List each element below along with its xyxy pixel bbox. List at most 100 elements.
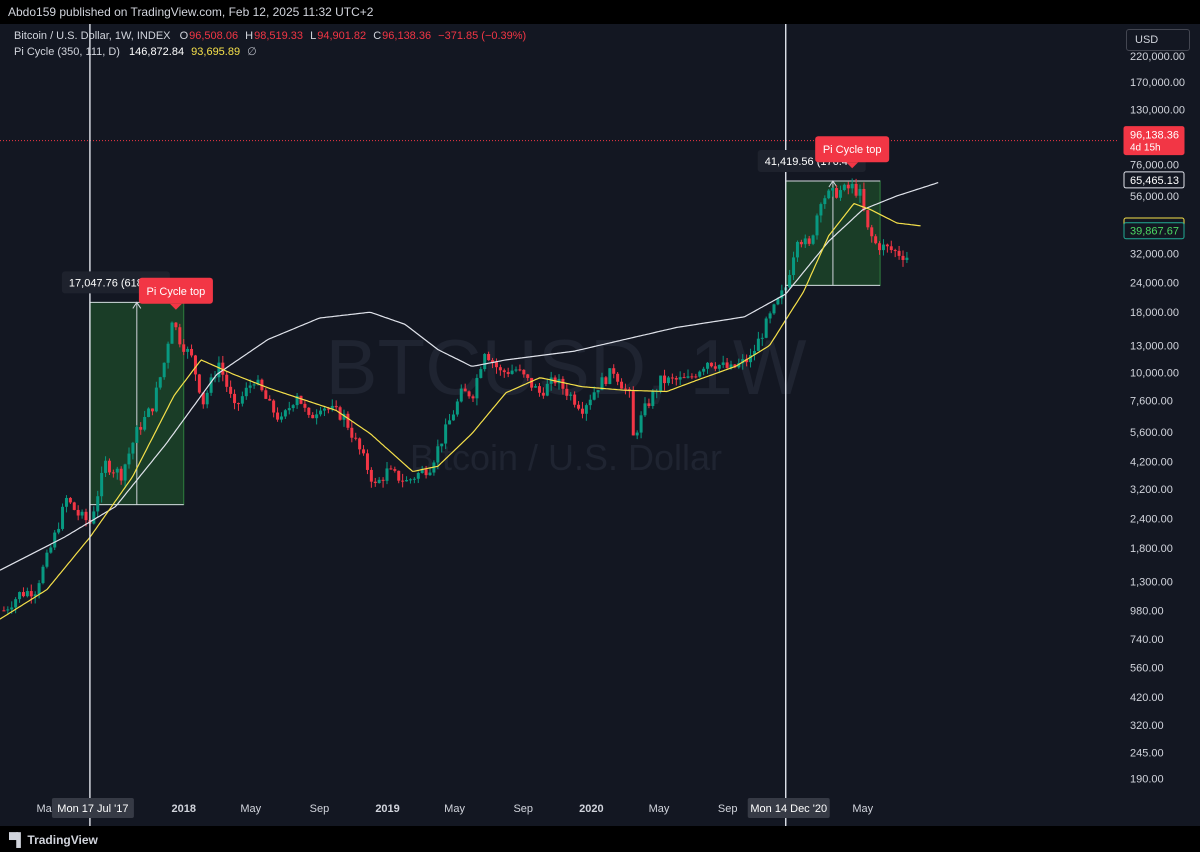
candle-body[interactable] <box>119 468 123 481</box>
candle-body[interactable] <box>420 469 424 473</box>
candle-body[interactable] <box>588 399 592 406</box>
candle-body[interactable] <box>749 355 753 363</box>
time-axis[interactable]: May 2018 May Sep 2019 May Sep 2020 May Sep MayMon … <box>37 798 874 818</box>
candle-body[interactable] <box>100 472 104 497</box>
candle-body[interactable] <box>713 366 717 369</box>
candle-body[interactable] <box>510 370 514 374</box>
candle-body[interactable] <box>139 427 143 430</box>
candle-body[interactable] <box>631 391 635 436</box>
candle-body[interactable] <box>272 400 276 413</box>
candle-body[interactable] <box>401 480 405 482</box>
candle-body[interactable] <box>831 188 835 191</box>
candle-body[interactable] <box>666 377 670 384</box>
candle-body[interactable] <box>463 388 467 392</box>
candle-body[interactable] <box>835 188 839 198</box>
candle-body[interactable] <box>811 235 815 244</box>
candle-body[interactable] <box>569 394 573 396</box>
candle-body[interactable] <box>838 190 842 198</box>
candle-body[interactable] <box>795 241 799 258</box>
candle-body[interactable] <box>315 414 319 419</box>
candle-body[interactable] <box>197 374 201 393</box>
candle-body[interactable] <box>381 479 385 481</box>
candle-body[interactable] <box>303 403 307 408</box>
candle-body[interactable] <box>768 313 772 319</box>
candle-body[interactable] <box>408 479 412 481</box>
candle-body[interactable] <box>150 408 154 412</box>
candle-body[interactable] <box>647 403 651 407</box>
candle-body[interactable] <box>240 396 244 404</box>
candle-body[interactable] <box>18 592 22 600</box>
candle-body[interactable] <box>57 528 61 533</box>
candle-body[interactable] <box>264 390 268 399</box>
candle-body[interactable] <box>248 385 252 388</box>
candle-body[interactable] <box>659 375 663 392</box>
candle-body[interactable] <box>233 393 237 404</box>
candle-body[interactable] <box>541 392 545 396</box>
candle-body[interactable] <box>498 367 502 371</box>
candle-body[interactable] <box>147 408 151 417</box>
candle-body[interactable] <box>545 383 549 396</box>
candle-body[interactable] <box>729 364 733 368</box>
candle-body[interactable] <box>600 377 604 391</box>
candle-body[interactable] <box>725 362 729 368</box>
candle-body[interactable] <box>518 369 522 371</box>
candle-body[interactable] <box>225 374 229 387</box>
candle-body[interactable] <box>623 388 627 390</box>
candle-body[interactable] <box>61 506 65 529</box>
candle-body[interactable] <box>905 257 909 260</box>
candle-body[interactable] <box>530 377 534 388</box>
candle-body[interactable] <box>580 408 584 414</box>
candle-body[interactable] <box>487 354 491 361</box>
candle-body[interactable] <box>776 298 780 305</box>
candle-body[interactable] <box>584 405 588 414</box>
candle-body[interactable] <box>842 184 846 191</box>
candle-body[interactable] <box>29 591 33 597</box>
candle-body[interactable] <box>182 344 186 352</box>
candle-body[interactable] <box>268 398 272 401</box>
candle-body[interactable] <box>389 468 393 470</box>
candle-body[interactable] <box>369 469 373 482</box>
candle-body[interactable] <box>135 427 139 443</box>
candle-body[interactable] <box>448 420 452 425</box>
candle-body[interactable] <box>104 460 108 473</box>
candle-body[interactable] <box>115 468 119 473</box>
candle-body[interactable] <box>670 377 674 379</box>
candle-body[interactable] <box>502 370 506 373</box>
candle-body[interactable] <box>596 390 600 393</box>
candle-body[interactable] <box>612 368 616 374</box>
candle-body[interactable] <box>287 408 291 411</box>
candle-body[interactable] <box>412 478 416 480</box>
candle-body[interactable] <box>733 364 737 368</box>
candle-body[interactable] <box>342 413 346 420</box>
candle-body[interactable] <box>96 496 100 512</box>
candle-body[interactable] <box>365 453 369 470</box>
candle-body[interactable] <box>717 364 721 369</box>
candle-body[interactable] <box>604 377 608 385</box>
candle-body[interactable] <box>475 377 479 399</box>
candle-body[interactable] <box>10 607 14 610</box>
candle-body[interactable] <box>537 386 541 393</box>
candle-body[interactable] <box>772 304 776 314</box>
candle-body[interactable] <box>295 395 299 406</box>
candle-body[interactable] <box>111 472 115 474</box>
candle-body[interactable] <box>330 405 334 409</box>
candle-body[interactable] <box>127 453 131 465</box>
candle-body[interactable] <box>674 377 678 380</box>
candle-body[interactable] <box>764 318 768 338</box>
candle-body[interactable] <box>53 532 57 548</box>
candle-body[interactable] <box>397 470 401 481</box>
candle-body[interactable] <box>866 210 870 228</box>
candle-body[interactable] <box>76 509 80 516</box>
candle-body[interactable] <box>436 446 440 463</box>
candle-body[interactable] <box>459 388 463 402</box>
candle-body[interactable] <box>639 415 643 433</box>
candle-body[interactable] <box>416 472 420 479</box>
candle-body[interactable] <box>471 396 475 399</box>
candle-body[interactable] <box>494 362 498 368</box>
candle-body[interactable] <box>166 343 170 363</box>
candle-body[interactable] <box>84 511 88 521</box>
candle-body[interactable] <box>709 362 713 367</box>
candle-body[interactable] <box>68 497 72 503</box>
candle-body[interactable] <box>467 391 471 397</box>
candle-body[interactable] <box>229 386 233 394</box>
